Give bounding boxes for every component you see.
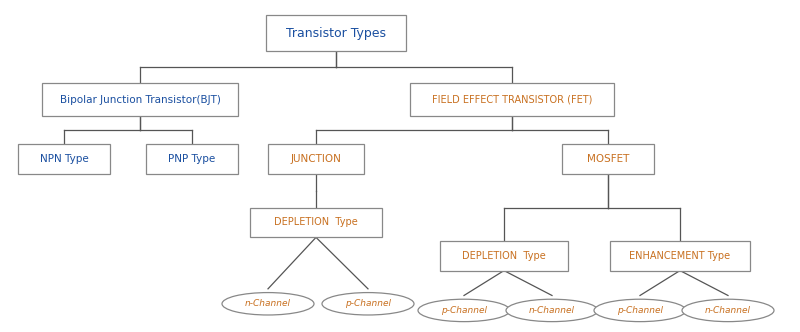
Ellipse shape	[506, 299, 598, 322]
FancyBboxPatch shape	[410, 83, 614, 116]
Ellipse shape	[594, 299, 686, 322]
FancyBboxPatch shape	[250, 208, 382, 237]
FancyBboxPatch shape	[562, 144, 654, 174]
Text: Bipolar Junction Transistor(BJT): Bipolar Junction Transistor(BJT)	[59, 95, 221, 105]
Ellipse shape	[682, 299, 774, 322]
FancyBboxPatch shape	[268, 144, 364, 174]
Text: Transistor Types: Transistor Types	[286, 27, 386, 40]
Ellipse shape	[222, 292, 314, 315]
Text: JUNCTION: JUNCTION	[290, 154, 342, 164]
Text: p-Channel: p-Channel	[617, 306, 663, 315]
Ellipse shape	[418, 299, 510, 322]
FancyBboxPatch shape	[266, 15, 406, 51]
FancyBboxPatch shape	[18, 144, 110, 174]
Text: n-Channel: n-Channel	[245, 299, 291, 308]
Text: MOSFET: MOSFET	[587, 154, 629, 164]
Text: n-Channel: n-Channel	[705, 306, 751, 315]
FancyBboxPatch shape	[440, 241, 568, 271]
Text: DEPLETION  Type: DEPLETION Type	[462, 251, 546, 261]
FancyBboxPatch shape	[42, 83, 238, 116]
FancyBboxPatch shape	[146, 144, 238, 174]
FancyBboxPatch shape	[610, 241, 750, 271]
Ellipse shape	[322, 292, 414, 315]
Text: p-Channel: p-Channel	[345, 299, 391, 308]
Text: NPN Type: NPN Type	[40, 154, 88, 164]
Text: n-Channel: n-Channel	[529, 306, 575, 315]
Text: PNP Type: PNP Type	[168, 154, 216, 164]
Text: FIELD EFFECT TRANSISTOR (FET): FIELD EFFECT TRANSISTOR (FET)	[432, 95, 592, 105]
Text: DEPLETION  Type: DEPLETION Type	[274, 217, 358, 227]
Text: ENHANCEMENT Type: ENHANCEMENT Type	[630, 251, 730, 261]
Text: p-Channel: p-Channel	[441, 306, 487, 315]
